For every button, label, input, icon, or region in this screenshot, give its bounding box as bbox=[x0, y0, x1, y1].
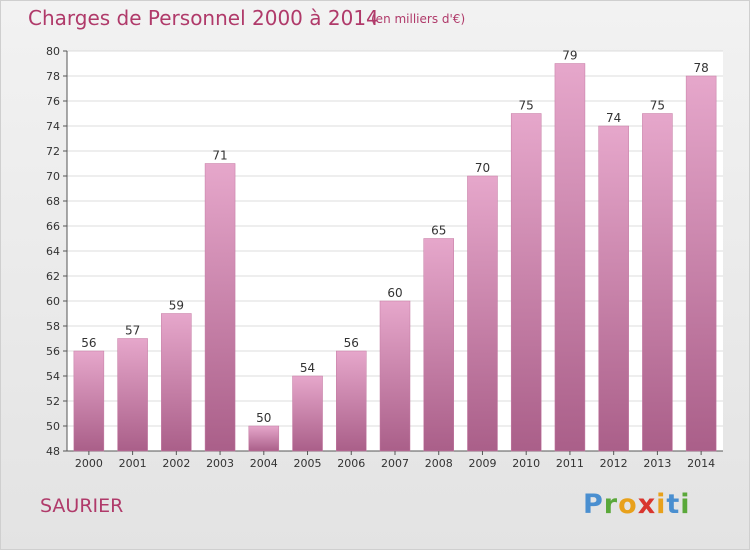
chart-subtitle: (en milliers d'€) bbox=[371, 12, 466, 26]
bar bbox=[73, 350, 105, 452]
x-tick-label: 2014 bbox=[687, 457, 715, 470]
bar-value-label: 56 bbox=[344, 336, 359, 350]
bar bbox=[598, 125, 629, 452]
bar bbox=[117, 338, 148, 452]
logo-letter: x bbox=[637, 489, 657, 520]
bar-value-label: 78 bbox=[693, 61, 708, 75]
y-tick-label: 50 bbox=[46, 420, 60, 433]
x-tick-label: 2012 bbox=[600, 457, 628, 470]
y-tick-label: 58 bbox=[46, 320, 60, 333]
bar-value-label: 57 bbox=[125, 324, 140, 338]
y-tick-label: 60 bbox=[46, 295, 60, 308]
proxiti-logo: Proxiti bbox=[583, 489, 691, 520]
x-tick-label: 2000 bbox=[75, 457, 103, 470]
x-tick-label: 2008 bbox=[425, 457, 453, 470]
x-tick-label: 2002 bbox=[162, 457, 190, 470]
bar bbox=[336, 350, 367, 452]
bar-value-label: 50 bbox=[256, 411, 271, 425]
bar bbox=[379, 300, 411, 452]
bar-value-label: 65 bbox=[431, 224, 446, 238]
x-tick-label: 2010 bbox=[512, 457, 540, 470]
logo-letter: i bbox=[680, 489, 691, 520]
x-tick-label: 2013 bbox=[643, 457, 671, 470]
logo-letter: t bbox=[666, 489, 681, 520]
bar bbox=[161, 313, 192, 452]
x-tick-label: 2001 bbox=[119, 457, 147, 470]
bar bbox=[642, 113, 673, 452]
x-tick-label: 2004 bbox=[250, 457, 278, 470]
y-tick-label: 78 bbox=[46, 70, 60, 83]
bar bbox=[467, 175, 498, 452]
x-tick-label: 2006 bbox=[337, 457, 365, 470]
bar-value-label: 71 bbox=[212, 149, 227, 163]
bar bbox=[510, 113, 542, 452]
bar-value-label: 79 bbox=[562, 49, 577, 63]
y-tick-label: 54 bbox=[46, 370, 60, 383]
bar bbox=[292, 375, 323, 452]
x-tick-label: 2007 bbox=[381, 457, 409, 470]
bar-value-label: 75 bbox=[519, 99, 534, 113]
chart-title: Charges de Personnel 2000 à 2014 bbox=[28, 6, 379, 30]
x-tick-label: 2005 bbox=[294, 457, 322, 470]
bar bbox=[685, 75, 717, 452]
y-tick-label: 68 bbox=[46, 195, 60, 208]
bar-value-label: 70 bbox=[475, 161, 490, 175]
bar bbox=[554, 63, 586, 452]
bar bbox=[423, 238, 454, 452]
y-tick-label: 56 bbox=[46, 345, 60, 358]
y-tick-label: 66 bbox=[46, 220, 60, 233]
y-tick-label: 48 bbox=[46, 445, 60, 458]
y-tick-label: 74 bbox=[46, 120, 60, 133]
y-tick-label: 52 bbox=[46, 395, 60, 408]
bar bbox=[204, 163, 236, 452]
x-tick-label: 2003 bbox=[206, 457, 234, 470]
bar-value-label: 75 bbox=[650, 99, 665, 113]
y-tick-label: 76 bbox=[46, 95, 60, 108]
y-tick-label: 64 bbox=[46, 245, 60, 258]
y-tick-label: 62 bbox=[46, 270, 60, 283]
bar-value-label: 59 bbox=[169, 299, 184, 313]
commune-name: SAURIER bbox=[40, 495, 124, 517]
x-tick-label: 2009 bbox=[468, 457, 496, 470]
y-tick-label: 70 bbox=[46, 170, 60, 183]
bar-value-label: 74 bbox=[606, 111, 621, 125]
x-tick-label: 2011 bbox=[556, 457, 584, 470]
bar bbox=[248, 425, 280, 452]
logo-letter: o bbox=[618, 489, 638, 520]
logo-letter: P bbox=[583, 489, 604, 520]
bar-value-label: 54 bbox=[300, 361, 315, 375]
y-tick-label: 80 bbox=[46, 45, 60, 58]
y-tick-label: 72 bbox=[46, 145, 60, 158]
logo-letter: r bbox=[603, 489, 619, 520]
bar-value-label: 56 bbox=[81, 336, 96, 350]
bar-value-label: 60 bbox=[387, 286, 402, 300]
logo-letter: i bbox=[656, 489, 667, 520]
